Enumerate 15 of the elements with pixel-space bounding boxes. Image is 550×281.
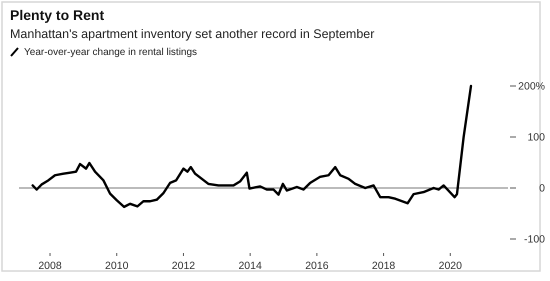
y-tick-label: 0 bbox=[539, 182, 546, 195]
x-tick-label: 2014 bbox=[238, 260, 262, 272]
line-series bbox=[31, 84, 472, 208]
x-tick-label: 2016 bbox=[305, 260, 329, 272]
chart-title: Plenty to Rent bbox=[10, 7, 104, 23]
legend-label: Year-over-year change in rental listings bbox=[24, 47, 198, 58]
x-tick-label: 2020 bbox=[438, 260, 462, 272]
y-tick-label: -100 bbox=[524, 234, 546, 246]
x-tick-label: 2010 bbox=[105, 260, 129, 272]
chart-subtitle: Manhattan's apartment inventory set another record in September bbox=[10, 27, 374, 41]
x-tick-label: 2018 bbox=[372, 260, 396, 272]
y-tick-label: 200% bbox=[518, 80, 545, 93]
x-tick-label: 2008 bbox=[38, 260, 62, 272]
x-tick-label: 2012 bbox=[172, 260, 196, 272]
y-tick-label: 100 bbox=[527, 132, 546, 144]
